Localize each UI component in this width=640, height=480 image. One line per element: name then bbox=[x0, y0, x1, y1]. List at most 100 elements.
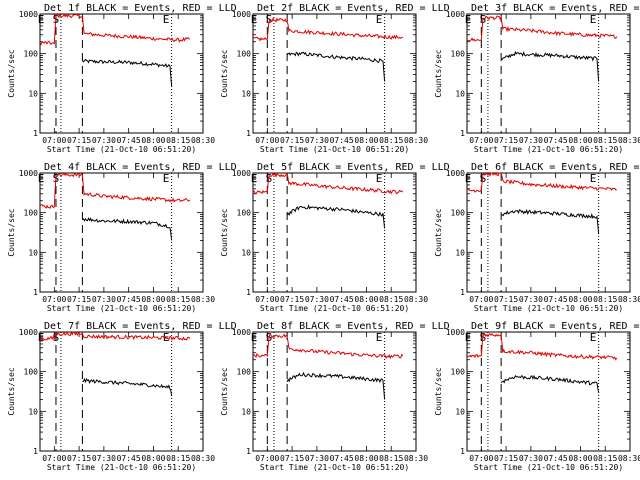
x-tick-label: 07:15 bbox=[280, 136, 304, 145]
y-tick-label: 10 bbox=[455, 407, 465, 416]
x-tick-label: 08:15 bbox=[166, 295, 190, 304]
y-tick-label: 10 bbox=[28, 248, 38, 257]
interval-marker-label: E bbox=[251, 172, 258, 185]
chart-panel-7: Det 7f BLACK = Events, RED = LLD 1 10 100 10… bbox=[7, 321, 237, 472]
x-tick-label: 07:30 bbox=[305, 295, 329, 304]
x-axis-label: Start Time (21-Oct-10 06:51:20) bbox=[260, 463, 409, 472]
y-tick-label: 10 bbox=[241, 248, 251, 257]
x-tick-label: 07:00 bbox=[255, 295, 279, 304]
x-tick-label: 07:30 bbox=[92, 136, 116, 145]
x-tick-label: 08:15 bbox=[593, 454, 617, 463]
y-tick-label: 100 bbox=[24, 50, 39, 59]
y-tick-label: 100 bbox=[237, 50, 252, 59]
interval-marker-label: E bbox=[465, 13, 472, 26]
x-tick-label: 08:00 bbox=[354, 454, 378, 463]
y-tick-label: 1 bbox=[246, 288, 251, 297]
x-axis-label: Start Time (21-Oct-10 06:51:20) bbox=[474, 145, 623, 154]
chart-title: Det 9f BLACK = Events, RED = LLD bbox=[471, 321, 640, 332]
x-tick-label: 07:45 bbox=[544, 295, 568, 304]
interval-marker-label: S bbox=[53, 331, 60, 344]
y-tick-label: 1 bbox=[246, 129, 251, 138]
x-tick-label: 07:45 bbox=[330, 136, 354, 145]
x-tick-label: 08:00 bbox=[568, 295, 592, 304]
lld-series-line bbox=[466, 171, 617, 193]
chart-panel-9: Det 9f BLACK = Events, RED = LLD 1 10 100 10… bbox=[434, 321, 640, 472]
x-tick-label: 07:00 bbox=[255, 136, 279, 145]
y-tick-label: 1 bbox=[460, 129, 465, 138]
y-tick-label: 1000 bbox=[446, 328, 465, 337]
y-tick-label: 100 bbox=[24, 209, 39, 218]
events-series-line bbox=[286, 371, 386, 400]
interval-marker-label: E bbox=[38, 172, 45, 185]
y-tick-label: 1000 bbox=[19, 328, 38, 337]
x-tick-label: 08:30 bbox=[191, 454, 215, 463]
x-tick-label: 08:30 bbox=[191, 295, 215, 304]
y-axis-label: Counts/sec bbox=[434, 49, 443, 97]
x-tick-label: 07:15 bbox=[67, 136, 91, 145]
x-tick-label: 07:30 bbox=[519, 454, 543, 463]
y-axis-label: Counts/sec bbox=[434, 367, 443, 415]
plot-frame bbox=[39, 13, 204, 134]
y-tick-label: 1 bbox=[33, 447, 38, 456]
x-tick-label: 07:30 bbox=[519, 136, 543, 145]
x-tick-label: 07:00 bbox=[42, 454, 66, 463]
x-tick-label: 07:45 bbox=[117, 295, 141, 304]
y-tick-label: 10 bbox=[28, 407, 38, 416]
x-tick-label: 07:00 bbox=[42, 295, 66, 304]
y-tick-label: 10 bbox=[28, 89, 38, 98]
x-tick-label: 08:00 bbox=[568, 136, 592, 145]
interval-marker-label: E bbox=[465, 331, 472, 344]
interval-marker-label: E bbox=[251, 13, 258, 26]
chart-title: Det 7f BLACK = Events, RED = LLD bbox=[44, 321, 237, 332]
x-tick-label: 08:15 bbox=[166, 136, 190, 145]
interval-marker-label: E bbox=[376, 172, 383, 185]
events-series-line bbox=[500, 50, 600, 82]
chart-title: Det 5f BLACK = Events, RED = LLD bbox=[257, 162, 450, 173]
chart-panel-6: Det 6f BLACK = Events, RED = LLD 1 10 100 10… bbox=[434, 162, 640, 313]
x-tick-label: 08:00 bbox=[141, 295, 165, 304]
lld-series-line bbox=[466, 15, 618, 42]
y-tick-label: 1 bbox=[33, 288, 38, 297]
chart-title: Det 2f BLACK = Events, RED = LLD bbox=[257, 3, 450, 14]
plot-frame bbox=[252, 331, 417, 452]
x-tick-label: 07:15 bbox=[494, 295, 518, 304]
interval-marker-label: E bbox=[590, 172, 597, 185]
x-tick-label: 08:30 bbox=[404, 295, 428, 304]
interval-marker-label: E bbox=[38, 331, 45, 344]
y-axis-label: Counts/sec bbox=[220, 367, 229, 415]
x-tick-label: 07:30 bbox=[305, 136, 329, 145]
x-tick-label: 07:45 bbox=[117, 136, 141, 145]
x-tick-label: 08:15 bbox=[379, 454, 403, 463]
x-axis-label: Start Time (21-Oct-10 06:51:20) bbox=[260, 304, 409, 313]
y-axis-label: Counts/sec bbox=[220, 208, 229, 256]
x-tick-label: 08:30 bbox=[618, 295, 640, 304]
events-series-line bbox=[82, 58, 173, 87]
interval-marker-label: E bbox=[376, 331, 383, 344]
events-series-line bbox=[500, 374, 600, 393]
y-tick-label: 1 bbox=[460, 447, 465, 456]
interval-marker-label: E bbox=[38, 13, 45, 26]
chart-panel-5: Det 5f BLACK = Events, RED = LLD 1 10 100 10… bbox=[220, 162, 450, 313]
y-axis-label: Counts/sec bbox=[7, 367, 16, 415]
x-tick-label: 07:15 bbox=[280, 295, 304, 304]
x-tick-label: 07:30 bbox=[92, 454, 116, 463]
lld-series-line bbox=[252, 172, 404, 195]
y-tick-label: 1000 bbox=[19, 169, 38, 178]
y-tick-label: 100 bbox=[24, 368, 39, 377]
plot-frame bbox=[466, 331, 631, 452]
x-tick-label: 08:15 bbox=[593, 136, 617, 145]
x-tick-label: 08:30 bbox=[404, 454, 428, 463]
x-tick-label: 07:00 bbox=[255, 454, 279, 463]
chart-title: Det 1f BLACK = Events, RED = LLD bbox=[44, 3, 237, 14]
plot-frame bbox=[39, 172, 204, 293]
interval-marker-label: E bbox=[590, 331, 597, 344]
y-tick-label: 1 bbox=[460, 288, 465, 297]
chart-panel-2: Det 2f BLACK = Events, RED = LLD 1 10 100 10… bbox=[220, 3, 450, 154]
interval-marker-label: E bbox=[251, 331, 258, 344]
y-axis-label: Counts/sec bbox=[7, 49, 16, 97]
x-tick-label: 07:15 bbox=[494, 454, 518, 463]
x-axis-label: Start Time (21-Oct-10 06:51:20) bbox=[47, 304, 196, 313]
interval-marker-label: E bbox=[376, 13, 383, 26]
y-tick-label: 1000 bbox=[446, 10, 465, 19]
x-tick-label: 08:15 bbox=[593, 295, 617, 304]
